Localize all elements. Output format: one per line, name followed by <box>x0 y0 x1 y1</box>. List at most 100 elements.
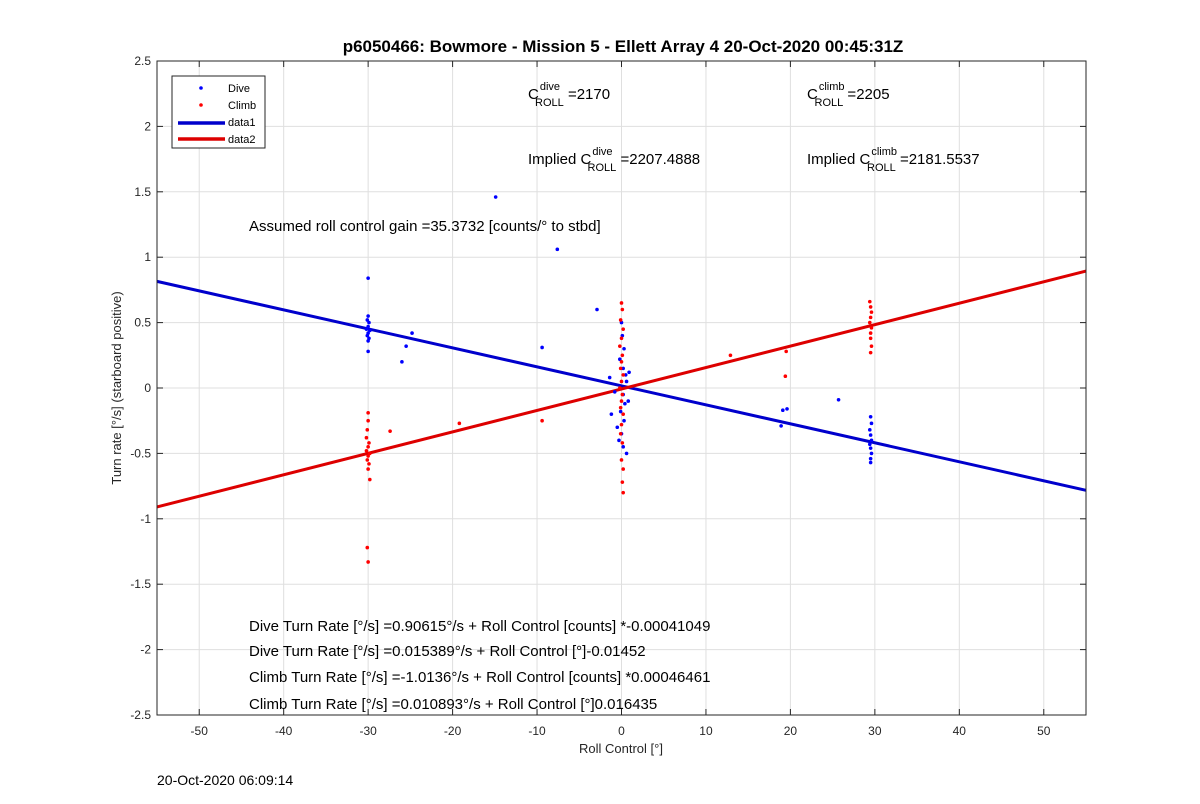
point-climb-7 <box>368 451 372 456</box>
point-climb-17 <box>540 418 544 423</box>
x-tick-label-7: 20 <box>784 724 798 738</box>
y-tick-label-4: -0.5 <box>130 446 151 460</box>
point-dive-41 <box>781 408 785 413</box>
point-dive-47 <box>868 433 873 437</box>
legend-climb-marker <box>199 103 203 107</box>
point-dive-10 <box>366 339 370 343</box>
point-climb-52 <box>869 344 874 348</box>
tick-labels: -50 -40 -30 -20 -10 0 10 20 30 40 50-2.5-2-1.5-1-0… <box>130 54 1086 738</box>
point-climb-45 <box>868 305 873 309</box>
y-tick-label-2: -1.5 <box>130 577 151 591</box>
point-dive-39 <box>626 399 631 403</box>
point-dive-38 <box>627 370 631 375</box>
point-climb-39 <box>620 480 625 484</box>
point-climb-13 <box>365 545 370 550</box>
x-tick-label-4: -10 <box>528 724 546 738</box>
point-climb-9 <box>365 458 370 462</box>
point-climb-19 <box>620 307 625 312</box>
point-dive-48 <box>869 438 874 443</box>
point-dive-45 <box>869 421 874 426</box>
point-dive-16 <box>555 247 560 252</box>
roll-gain-annotation: Assumed roll control gain =35.3732 [coun… <box>249 218 601 235</box>
point-dive-14 <box>404 344 408 348</box>
point-dive-19 <box>607 375 612 380</box>
legend-dive-label: Dive <box>228 83 250 95</box>
point-climb-6 <box>364 448 369 453</box>
point-dive-11 <box>366 349 370 354</box>
point-dive-50 <box>868 446 873 450</box>
point-climb-46 <box>869 310 874 314</box>
implied-c-roll-dive-annotation: Implied Cdive ROLL =2207.4888 <box>528 146 700 174</box>
point-climb-1 <box>366 418 370 423</box>
y-tick-label-1: -2 <box>140 643 151 657</box>
point-climb-8 <box>366 454 370 458</box>
point-dive-49 <box>867 442 872 447</box>
y-tick-label-10: 2.5 <box>134 54 151 68</box>
climb-degrees-equation: Climb Turn Rate [°/s] =0.010893°/s + Rol… <box>249 696 657 713</box>
plot-frame <box>156 60 1087 716</box>
point-climb-25 <box>619 360 624 364</box>
x-tick-label-6: 10 <box>699 724 713 738</box>
point-climb-15 <box>388 429 392 433</box>
y-tick-label-6: 0.5 <box>134 316 151 330</box>
series-line-data1 <box>156 279 1087 492</box>
chart-title: p6050466: Bowmore - Mission 5 - Ellett A… <box>343 37 904 56</box>
x-tick-label-3: -20 <box>444 724 462 738</box>
point-dive-3 <box>367 320 371 325</box>
point-dive-53 <box>868 460 873 465</box>
x-tick-label-0: -50 <box>191 724 209 738</box>
legend-dive-marker <box>199 86 203 90</box>
x-tick-label-10: 50 <box>1037 724 1051 738</box>
dive-degrees-equation: Dive Turn Rate [°/s] =0.015389°/s + Roll… <box>249 643 646 660</box>
point-climb-51 <box>868 336 873 341</box>
point-climb-27 <box>621 373 625 377</box>
point-dive-43 <box>836 397 841 402</box>
y-tick-label-3: -1 <box>140 512 151 526</box>
x-tick-label-9: 40 <box>953 724 967 738</box>
point-climb-50 <box>868 331 873 335</box>
point-climb-37 <box>619 458 624 462</box>
point-climb-43 <box>783 374 788 379</box>
point-dive-27 <box>618 357 622 362</box>
point-dive-29 <box>623 373 628 377</box>
point-climb-3 <box>364 435 369 440</box>
point-climb-5 <box>366 445 370 449</box>
point-climb-20 <box>618 318 623 322</box>
y-axis-label: Turn rate [°/s] (starboard positive) <box>109 291 124 484</box>
x-tick-label-1: -40 <box>275 724 293 738</box>
point-climb-44 <box>867 299 872 304</box>
point-dive-0 <box>366 276 370 280</box>
point-climb-10 <box>367 462 371 466</box>
point-climb-47 <box>868 315 873 320</box>
y-tick-label-7: 1 <box>144 250 151 264</box>
point-dive-21 <box>609 412 614 416</box>
point-dive-40 <box>779 424 783 428</box>
point-dive-26 <box>622 346 626 351</box>
point-dive-44 <box>868 414 873 419</box>
point-climb-22 <box>619 336 624 341</box>
point-climb-24 <box>620 353 625 358</box>
point-climb-4 <box>367 441 371 445</box>
point-dive-2 <box>365 318 370 322</box>
point-dive-4 <box>366 324 370 329</box>
point-climb-31 <box>619 399 624 403</box>
y-tick-label-9: 2 <box>144 119 151 133</box>
point-dive-36 <box>621 445 625 449</box>
point-climb-12 <box>368 477 372 482</box>
y-tick-label-5: 0 <box>144 381 151 395</box>
point-dive-20 <box>612 390 617 394</box>
point-dive-51 <box>869 451 874 456</box>
c-roll-climb-annotation: Cclimb ROLL =2205 <box>807 81 890 109</box>
point-climb-23 <box>618 344 622 348</box>
x-tick-label-8: 30 <box>868 724 882 738</box>
legend: Dive Climb data1 data2 <box>171 75 266 149</box>
legend-data2-label: data2 <box>228 134 256 146</box>
point-climb-30 <box>620 392 625 397</box>
point-climb-29 <box>618 386 622 390</box>
point-dive-32 <box>623 401 627 406</box>
point-dive-15 <box>493 195 498 199</box>
point-climb-42 <box>784 349 788 354</box>
x-tick-label-5: 0 <box>618 724 625 738</box>
point-dive-17 <box>595 307 599 312</box>
